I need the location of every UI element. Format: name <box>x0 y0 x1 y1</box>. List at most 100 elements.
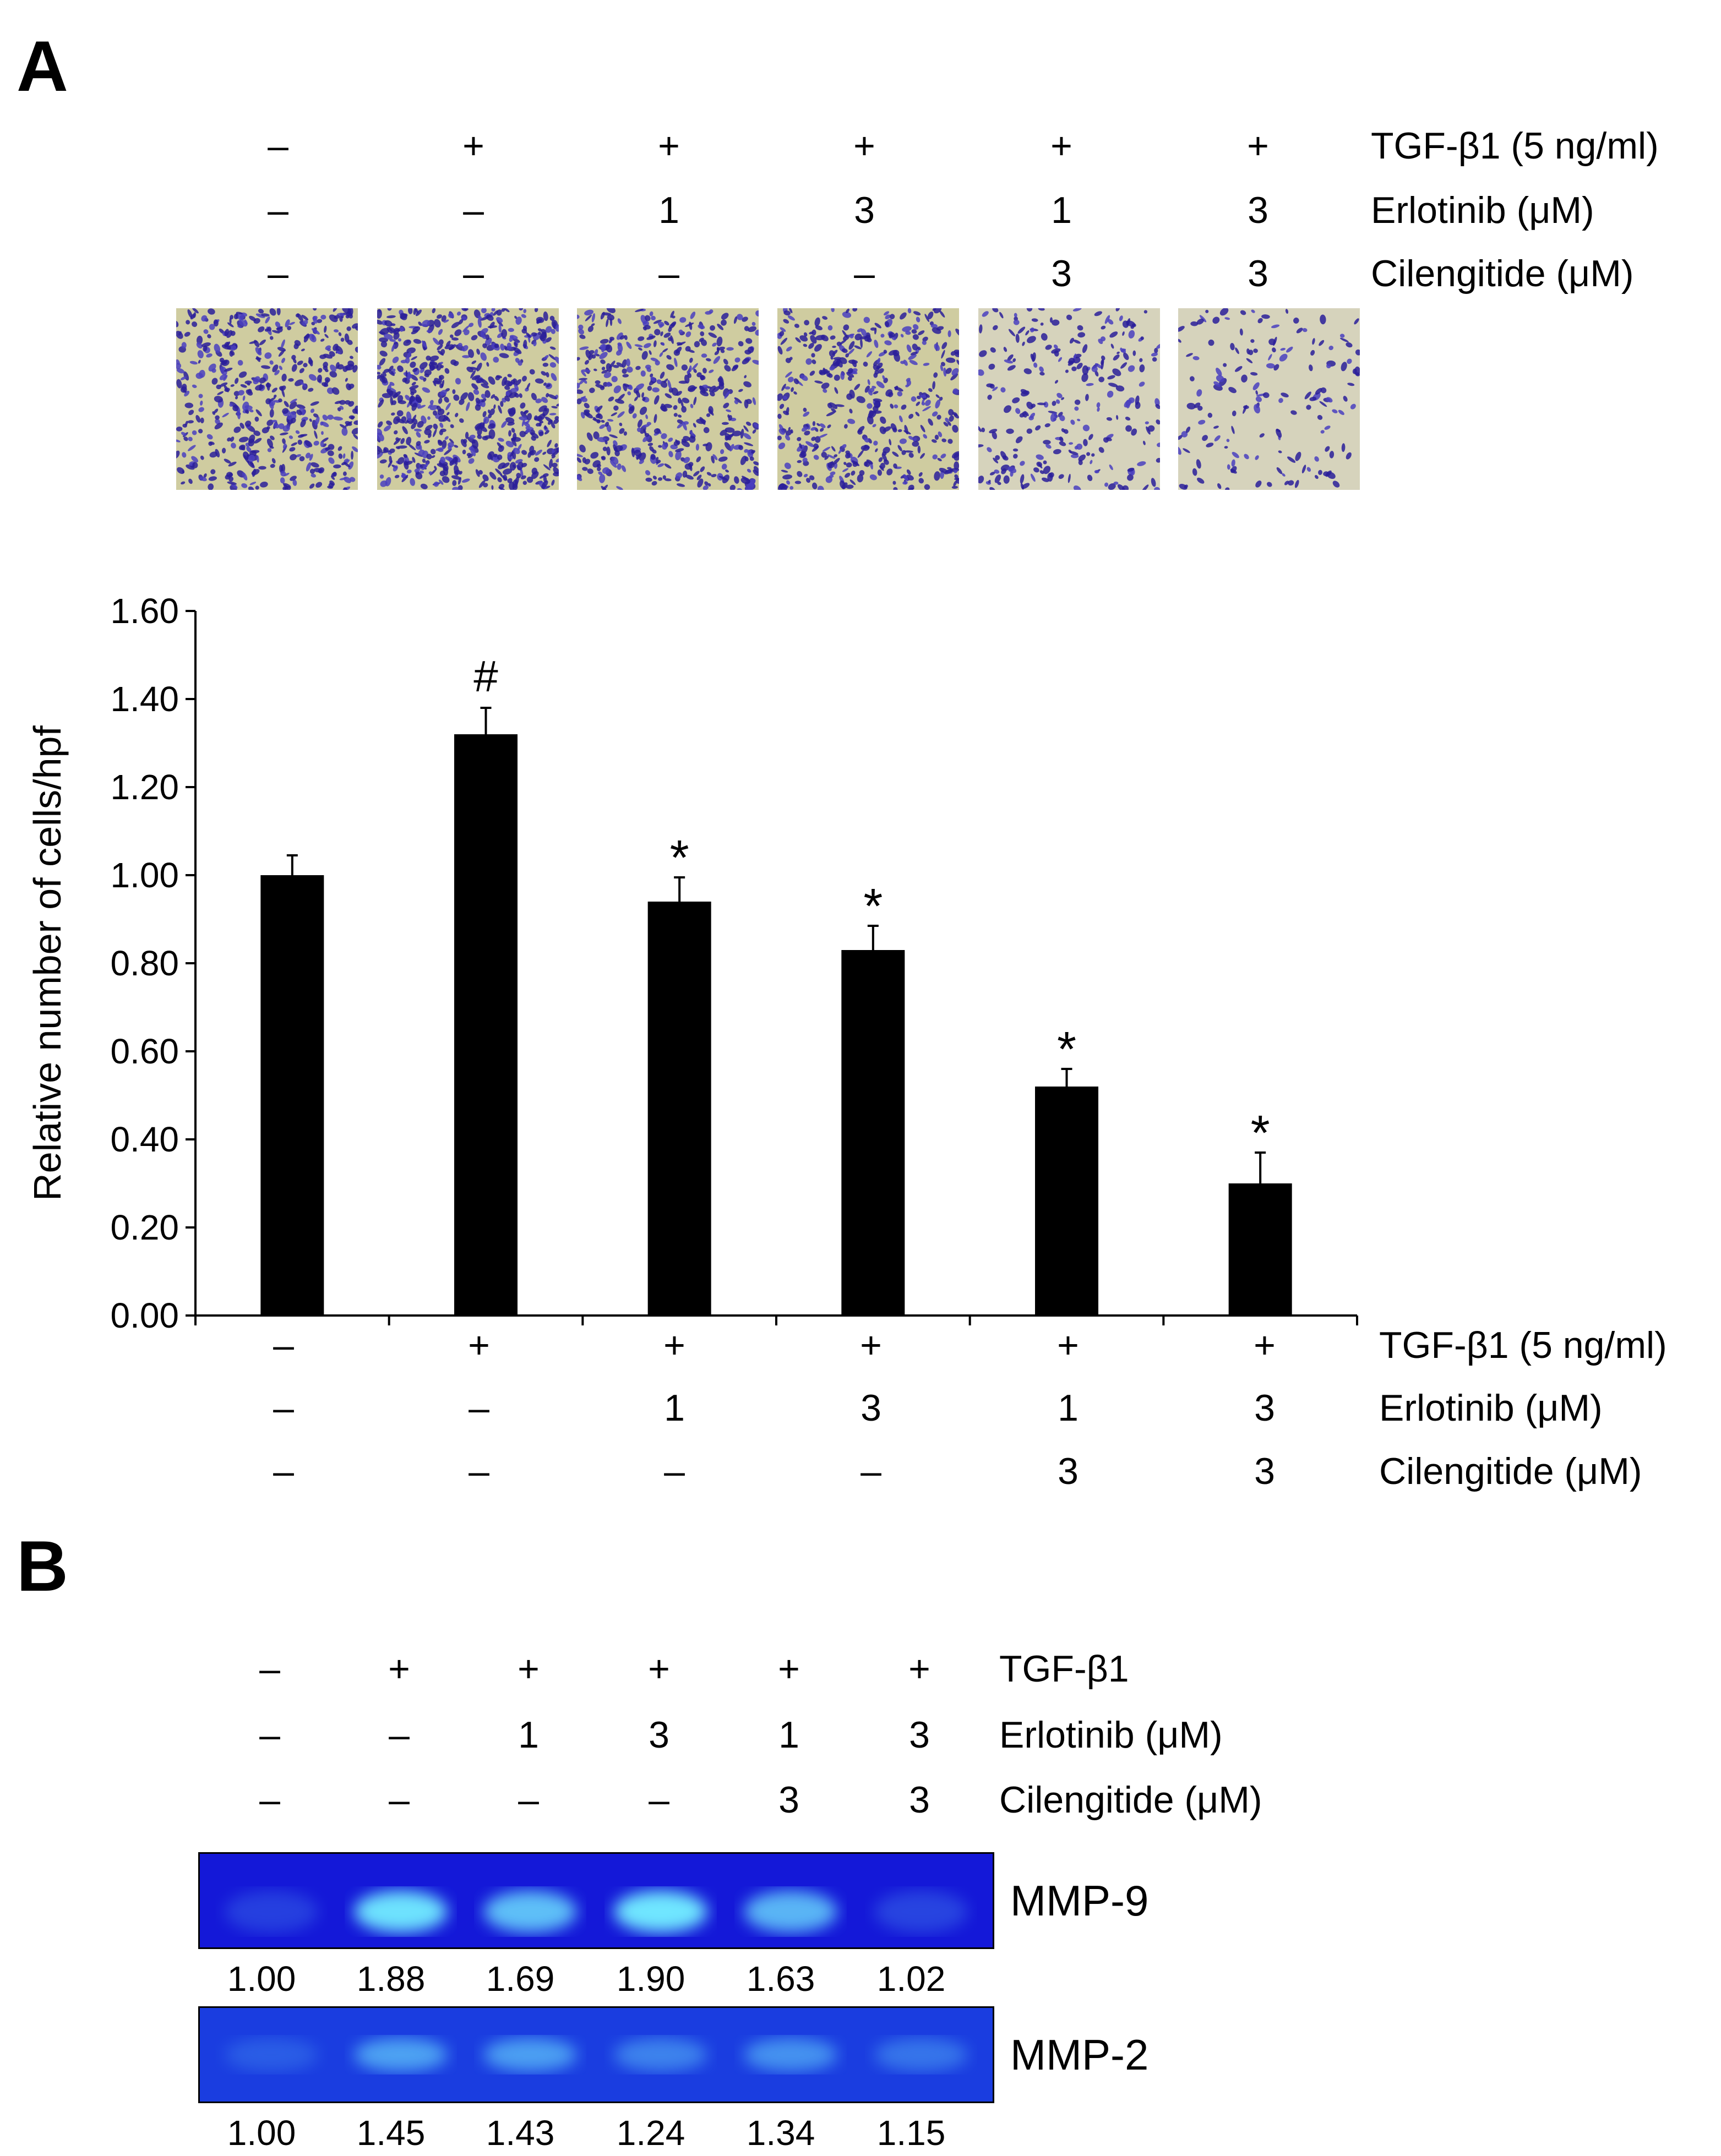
micrograph <box>978 308 1160 490</box>
band-quantification: 1.43 <box>486 2113 555 2153</box>
panel-a-top-condition-cell: + <box>658 125 680 167</box>
significance-marker: # <box>473 652 498 701</box>
panel-a-bottom-condition-cell: + <box>468 1324 490 1366</box>
band-quantification: 1.88 <box>356 1959 426 1999</box>
panel-b-condition-cell: – <box>518 1779 539 1821</box>
gel-band <box>225 2038 318 2071</box>
panel-a-bottom-condition-cell: – <box>273 1450 294 1492</box>
panel-a-bottom-condition-row-label: TGF-β1 (5 ng/ml) <box>1379 1324 1667 1366</box>
panel-a-top-condition-cell: – <box>268 125 288 167</box>
gel-band <box>614 1891 707 1933</box>
panel-a-bottom-condition-cell: 3 <box>1254 1387 1275 1429</box>
panel-a-top-condition-cell: – <box>658 253 679 294</box>
y-tick-label: 0.00 <box>110 1296 179 1335</box>
significance-marker: * <box>1251 1106 1270 1161</box>
panel-a-top-condition-cell: + <box>1050 125 1072 167</box>
panel-a-top-condition-cell: 3 <box>1248 253 1268 294</box>
panel-b-condition-cell: 1 <box>778 1714 799 1756</box>
bar-chart: 0.00 0.20 0.40 0.60 0.80 1.00 1.20 1.40 1.60 Rela… <box>26 591 1358 1335</box>
panel-a-bottom-condition-cell: – <box>273 1387 294 1429</box>
y-tick-label: 0.40 <box>110 1120 179 1159</box>
panel-a-bottom-condition-row-label: Erlotinib (μM) <box>1379 1387 1603 1429</box>
panel-b-condition-cell: 3 <box>649 1714 669 1756</box>
panel-a-bottom-condition-cell: + <box>663 1324 685 1366</box>
panel-b-condition-cell: 1 <box>518 1714 539 1756</box>
y-tick-label: 0.60 <box>110 1031 179 1071</box>
band-quantification: 1.90 <box>616 1959 685 1999</box>
panel-b-letter: B <box>17 1526 68 1606</box>
micrograph <box>577 308 759 490</box>
panel-b-condition-row-label: Erlotinib (μM) <box>999 1714 1223 1756</box>
significance-marker: * <box>670 831 689 886</box>
panel-a-top-condition-cell: – <box>268 253 288 294</box>
band-quantification: 1.15 <box>876 2113 946 2153</box>
panel-a-top-condition-cell: – <box>463 189 484 231</box>
panel-a-top-condition-cell: – <box>268 189 288 231</box>
panel-a-bottom-condition-cell: – <box>860 1450 881 1492</box>
panel-b-condition-cell: + <box>388 1648 410 1690</box>
panel-b-condition-cell: + <box>648 1648 670 1690</box>
panel-b-condition-cell: – <box>259 1714 280 1756</box>
band-quantification: 1.00 <box>227 1959 296 1999</box>
panel-b-condition-cell: + <box>778 1648 800 1690</box>
gel-band <box>614 2038 707 2071</box>
panel-a-bottom-condition-cell: 3 <box>1254 1450 1275 1492</box>
panel-a-top-condition-cell: + <box>462 125 484 167</box>
bar <box>1035 1087 1098 1316</box>
bar <box>1228 1183 1292 1316</box>
panel-a-bottom-condition-cell: 1 <box>664 1387 685 1429</box>
panel-a-top-condition-cell: – <box>854 253 875 294</box>
panel-b-condition-cell: + <box>518 1648 540 1690</box>
gel-band <box>874 1891 968 1933</box>
bar <box>841 950 905 1316</box>
gel-band <box>874 2038 968 2071</box>
panel-a-top-condition-cell: 1 <box>1051 189 1072 231</box>
panel-b-condition-cell: – <box>259 1648 280 1690</box>
gel-band <box>744 1891 837 1933</box>
band-quantification: 1.63 <box>746 1959 815 1999</box>
panel-a-top-condition-cell: 1 <box>658 189 679 231</box>
panel-a-bottom-condition-cell: 3 <box>860 1387 881 1429</box>
y-tick-label: 1.40 <box>110 679 179 719</box>
gel-band <box>225 1891 318 1933</box>
panel-b-condition-cell: 3 <box>909 1714 930 1756</box>
panel-b-condition-row-label: TGF-β1 <box>999 1648 1129 1690</box>
panel-a-top-condition-cell: 3 <box>1248 189 1268 231</box>
gel-strip <box>198 2006 994 2103</box>
bar <box>260 875 324 1316</box>
panel-b-condition-cell: – <box>649 1779 669 1821</box>
panel-a-top-condition-cell: + <box>1247 125 1269 167</box>
micrograph <box>176 308 358 490</box>
y-tick-label: 1.60 <box>110 591 179 631</box>
band-quantification: 1.45 <box>356 2113 426 2153</box>
significance-marker: * <box>1057 1022 1076 1077</box>
panel-a-top-condition-cell: 3 <box>854 189 875 231</box>
y-axis-label: Relative number of cells/hpf <box>26 725 69 1201</box>
gel-band <box>744 2038 837 2071</box>
panel-a-bottom-condition-cell: + <box>860 1324 882 1366</box>
bar <box>454 734 518 1316</box>
panel-b-condition-cell: 3 <box>909 1779 930 1821</box>
panel-a-bottom-condition-cell: + <box>1057 1324 1079 1366</box>
panel-a-bottom-condition-cell: 1 <box>1058 1387 1079 1429</box>
panel-a-bottom-condition-cell: – <box>664 1450 685 1492</box>
gel-label: MMP-2 <box>1010 2031 1149 2079</box>
panel-a-bottom-condition-cell: – <box>469 1450 489 1492</box>
bar <box>647 902 711 1316</box>
panel-a-bottom-condition-cell: – <box>469 1387 489 1429</box>
micrograph <box>777 308 959 490</box>
panel-a-top-condition-cell: + <box>853 125 875 167</box>
band-quantification: 1.69 <box>486 1959 555 1999</box>
gel-strip <box>198 1852 994 1949</box>
panel-b-condition-cell: + <box>908 1648 930 1690</box>
panel-a-bottom-condition-cell: – <box>273 1324 294 1366</box>
gel-band <box>354 2038 448 2071</box>
panel-a-top-condition-row-label: TGF-β1 (5 ng/ml) <box>1371 125 1659 167</box>
panel-b-condition-cell: – <box>259 1779 280 1821</box>
panel-b-condition-cell: 3 <box>778 1779 799 1821</box>
panel-b-condition-cell: – <box>389 1714 410 1756</box>
panel-a-bottom-condition-cell: + <box>1254 1324 1276 1366</box>
micrograph <box>1178 308 1360 490</box>
band-quantification: 1.00 <box>227 2113 296 2153</box>
y-tick-label: 1.20 <box>110 767 179 807</box>
